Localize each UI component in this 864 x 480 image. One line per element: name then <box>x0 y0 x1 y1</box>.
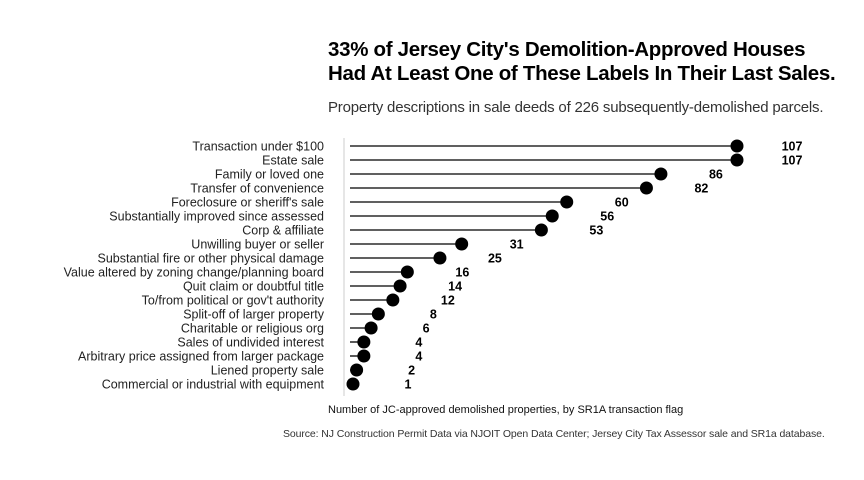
category-label: Value altered by zoning change/planning … <box>64 266 324 280</box>
category-label: Liened property sale <box>211 364 324 378</box>
value-label: 4 <box>415 350 422 364</box>
category-label: Unwilling buyer or seller <box>191 238 324 252</box>
value-label: 4 <box>415 336 422 350</box>
value-label: 16 <box>455 266 469 280</box>
chart-marks: Transaction under $100 107 Estate sale 107 F… <box>64 139 803 392</box>
lollipop-dot <box>357 335 371 349</box>
value-label: 2 <box>408 364 415 378</box>
category-label: Sales of undivided interest <box>177 336 324 350</box>
category-label: Substantial fire or other physical damag… <box>97 252 324 266</box>
category-label: Commercial or industrial with equipment <box>102 378 325 392</box>
chart-title: 33% of Jersey City's Demolition-Approved… <box>328 38 836 86</box>
category-label: To/from political or gov't authority <box>142 294 325 308</box>
value-label: 6 <box>423 322 430 336</box>
chart-title-line-2: Had At Least One of These Labels In Thei… <box>328 62 836 85</box>
value-label: 14 <box>448 280 462 294</box>
value-label: 25 <box>488 252 502 266</box>
lollipop-dot <box>350 363 364 377</box>
lollipop-chart: Transaction under $100 107 Estate sale 107 F… <box>64 138 803 396</box>
value-label: 107 <box>782 154 803 168</box>
category-label: Arbitrary price assigned from larger pac… <box>78 350 324 364</box>
lollipop-dot <box>534 223 548 237</box>
lollipop-dot <box>639 181 653 195</box>
chart-title-line-1: 33% of Jersey City's Demolition-Approved… <box>328 38 806 61</box>
lollipop-dot <box>357 349 371 363</box>
value-label: 107 <box>782 140 803 154</box>
category-label: Estate sale <box>262 154 324 168</box>
value-label: 82 <box>694 182 708 196</box>
value-label: 86 <box>709 168 723 182</box>
lollipop-dot <box>433 251 447 265</box>
lollipop-dot <box>400 265 414 279</box>
category-label: Transaction under $100 <box>192 140 324 154</box>
lollipop-dot <box>364 321 378 335</box>
lollipop-dot <box>346 377 360 391</box>
lollipop-dot <box>393 279 407 293</box>
x-axis-label: Number of JC-approved demolished propert… <box>328 404 684 416</box>
category-label: Transfer of convenience <box>190 182 324 196</box>
lollipop-dot <box>545 209 559 223</box>
lollipop-dot <box>730 139 744 153</box>
value-label: 8 <box>430 308 437 322</box>
value-label: 60 <box>615 196 629 210</box>
value-label: 1 <box>405 378 412 392</box>
value-label: 12 <box>441 294 455 308</box>
lollipop-dot <box>455 237 469 251</box>
lollipop-dot <box>560 195 574 209</box>
category-label: Split-off of larger property <box>183 308 325 322</box>
category-label: Quit claim or doubtful title <box>183 280 324 294</box>
lollipop-dot <box>371 307 385 321</box>
lollipop-dot <box>730 153 744 167</box>
category-label: Corp & affiliate <box>242 224 324 238</box>
source-note: Source: NJ Construction Permit Data via … <box>283 428 825 440</box>
lollipop-dot <box>386 293 400 307</box>
category-label: Substantially improved since assessed <box>109 210 324 224</box>
category-label: Family or loved one <box>215 168 324 182</box>
value-label: 53 <box>589 224 603 238</box>
lollipop-dot <box>654 167 668 181</box>
category-label: Foreclosure or sheriff's sale <box>171 196 324 210</box>
value-label: 31 <box>510 238 524 252</box>
chart-subtitle: Property descriptions in sale deeds of 2… <box>328 99 824 116</box>
value-label: 56 <box>600 210 614 224</box>
category-label: Charitable or religious org <box>181 322 324 336</box>
